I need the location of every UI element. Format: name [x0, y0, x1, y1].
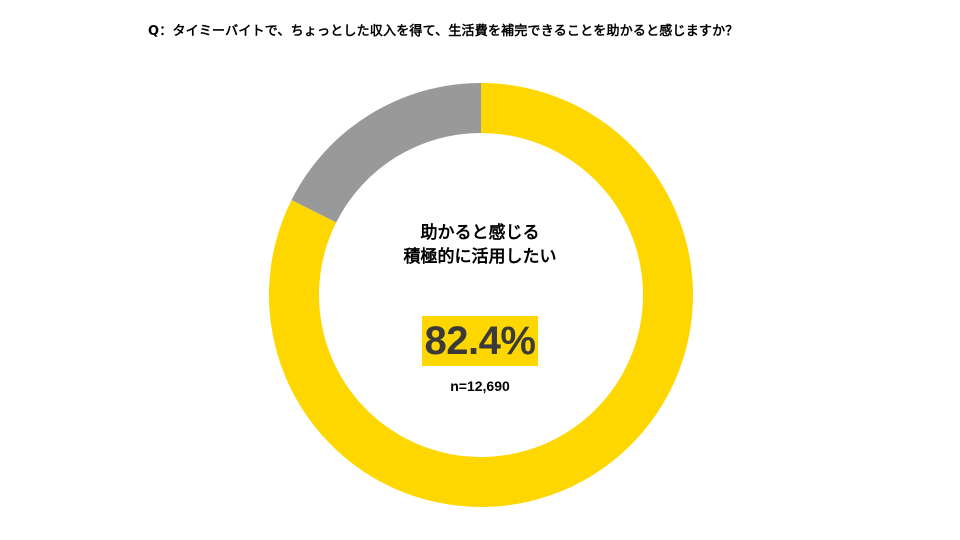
- donut-slice-1: [291, 83, 481, 223]
- donut-slices: [269, 83, 693, 507]
- center-label-line2: 積極的に活用したい: [403, 247, 557, 267]
- question-text: Q：タイミーバイトで、ちょっとした収入を得て、生活費を補完できることを助かると感…: [148, 24, 739, 39]
- center-label-line1: 助かると感じる: [420, 223, 540, 243]
- sample-size: n=12,690: [450, 378, 510, 394]
- highlight-value: 82.4%: [424, 318, 536, 363]
- highlight-value-badge: 82.4%: [422, 316, 538, 366]
